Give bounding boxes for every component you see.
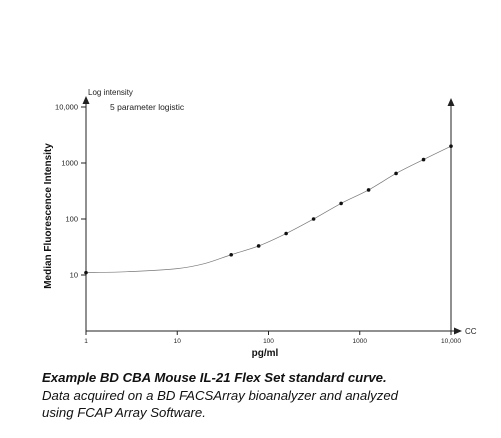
caption-line-1: Data acquired on a BD FACSArray bioanaly…	[42, 388, 399, 403]
fitted-curve	[85, 145, 452, 274]
y-axis-title: Median Fluorescence Intensity	[43, 143, 54, 289]
caption-body: Data acquired on a BD FACSArray bioanaly…	[42, 387, 482, 421]
data-point	[311, 217, 316, 221]
y-tick-label: 1000	[61, 159, 78, 168]
x-tick-label: 10	[174, 338, 182, 345]
x-tick-label: 1000	[353, 338, 368, 345]
x-tick-label: 100	[263, 338, 274, 345]
x-axis-title: pg/ml	[252, 348, 279, 359]
data-point	[421, 157, 426, 162]
y-tick-label: 10,000	[55, 103, 78, 112]
y-axis-arrow	[82, 96, 90, 104]
y-tick-label: 100	[65, 215, 78, 224]
y-axis-arrow-label: Log intensity	[88, 88, 133, 97]
x-tick-label: 1	[84, 338, 88, 345]
data-point	[284, 231, 288, 236]
x-axis-arrow-label: CC	[465, 327, 477, 336]
caption-line-2: using FCAP Array Software.	[42, 405, 206, 420]
data-point	[229, 252, 233, 257]
data-point	[84, 270, 88, 275]
caption-title: Example BD CBA Mouse IL-21 Flex Set stan…	[42, 370, 387, 385]
data-point	[366, 188, 371, 192]
data-point	[339, 201, 343, 206]
data-point	[256, 244, 261, 248]
data-point	[449, 144, 453, 148]
data-point	[394, 171, 398, 176]
x-tick-label: 10,000	[441, 338, 461, 345]
x-axis-arrow	[454, 327, 462, 335]
chart-plot: 10 100 1000 10,000 1 10 100 1000 10,000 Log inten…	[43, 88, 477, 359]
right-axis-arrow	[447, 98, 455, 106]
curve-fit-annotation: 5 parameter logistic	[110, 102, 185, 112]
y-tick-label: 10	[70, 271, 78, 280]
